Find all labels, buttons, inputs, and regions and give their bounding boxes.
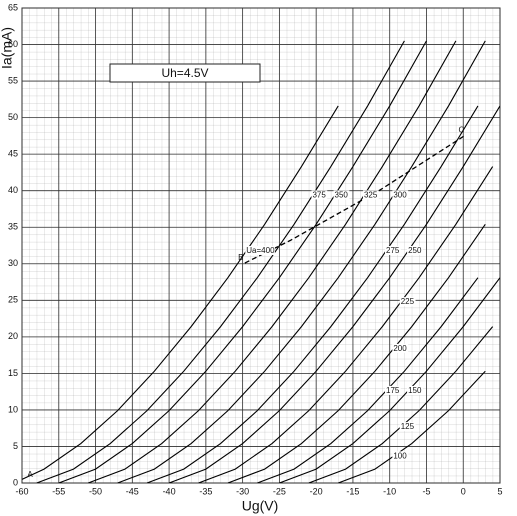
curve <box>146 105 479 483</box>
curve <box>117 40 486 483</box>
curve-label: 200 <box>393 344 407 353</box>
curve-label: 250 <box>408 246 422 255</box>
grid <box>21 7 501 484</box>
curve-label: 375 <box>312 191 326 200</box>
curve <box>279 277 500 483</box>
curve-label-bg <box>399 422 416 432</box>
curve-label: 125 <box>401 422 415 431</box>
curve-label: 150 <box>408 386 422 395</box>
y-tick-label: 35 <box>8 222 18 232</box>
y-tick-label: 55 <box>8 75 18 85</box>
y-tick-label: 60 <box>8 39 18 49</box>
x-tick-label: -55 <box>52 486 65 496</box>
y-tick-label: 30 <box>8 258 18 268</box>
x-tick-label: -15 <box>346 486 359 496</box>
y-tick-label: 65 <box>8 2 18 12</box>
curve <box>36 40 405 483</box>
curve-label: 325 <box>364 191 378 200</box>
curve-label: 225 <box>401 297 415 306</box>
curve <box>58 40 427 483</box>
curve-label-bg <box>392 343 409 353</box>
y-tick-label: 40 <box>8 185 18 195</box>
curve-label: 275 <box>386 246 400 255</box>
x-tick-label: 5 <box>497 486 502 496</box>
x-tick-label: -35 <box>199 486 212 496</box>
curve-label: 175 <box>386 386 400 395</box>
labels: -60 -55 -50 -45 -40 -35 -30 -25 -20 -15 -10 -5 0 5051… <box>8 2 503 496</box>
y-tick-label: 0 <box>13 477 18 487</box>
x-tick-label: 0 <box>461 486 466 496</box>
curve-label-bg <box>392 451 409 461</box>
curve <box>227 223 486 483</box>
curve <box>168 105 500 483</box>
curve-label-bg <box>407 385 423 395</box>
curve-label-bg <box>245 245 275 255</box>
y-tick-label: 25 <box>8 295 18 305</box>
x-tick-label: -20 <box>310 486 323 496</box>
curve-label-bg <box>385 385 401 395</box>
x-tick-label: -10 <box>383 486 396 496</box>
curve-label-bg <box>362 190 379 200</box>
annotation-box <box>109 63 261 83</box>
annotation: Uh=4.5V <box>161 66 208 80</box>
curve-label: 300 <box>393 191 407 200</box>
curve <box>338 370 486 483</box>
curve-label-bg <box>385 245 401 255</box>
y-tick-label: 10 <box>8 404 18 414</box>
x-tick-label: -60 <box>15 486 28 496</box>
y-axis-title: Ia(mA) <box>0 27 15 69</box>
curve-label-bg <box>407 245 423 255</box>
point-label: A <box>27 470 33 479</box>
curve-label: 100 <box>393 451 407 460</box>
x-axis-title: Ug(V) <box>242 498 279 514</box>
curve-label: Ua=400 <box>246 246 275 255</box>
curve-label-bg <box>399 297 416 307</box>
curve-label-bg <box>392 190 409 200</box>
curve <box>87 40 457 483</box>
point-label: B <box>238 253 243 262</box>
x-tick-label: -50 <box>89 486 102 496</box>
plot-area <box>21 7 501 484</box>
curve-label-bg <box>333 190 350 200</box>
curve <box>257 277 479 483</box>
y-tick-label: 45 <box>8 149 18 159</box>
x-tick-label: -30 <box>236 486 249 496</box>
point-label: C <box>459 125 465 134</box>
curve-label: 350 <box>335 191 349 200</box>
curves <box>22 40 500 483</box>
y-tick-label: 50 <box>8 112 18 122</box>
curve <box>22 105 339 480</box>
curve <box>198 166 494 483</box>
curve-label-bg <box>311 190 328 200</box>
y-tick-label: 20 <box>8 331 18 341</box>
x-tick-label: -45 <box>126 486 139 496</box>
y-tick-label: 15 <box>8 368 18 378</box>
x-tick-label: -25 <box>273 486 286 496</box>
x-tick-label: -5 <box>422 486 430 496</box>
y-tick-label: 5 <box>13 441 18 451</box>
x-tick-label: -40 <box>163 486 176 496</box>
